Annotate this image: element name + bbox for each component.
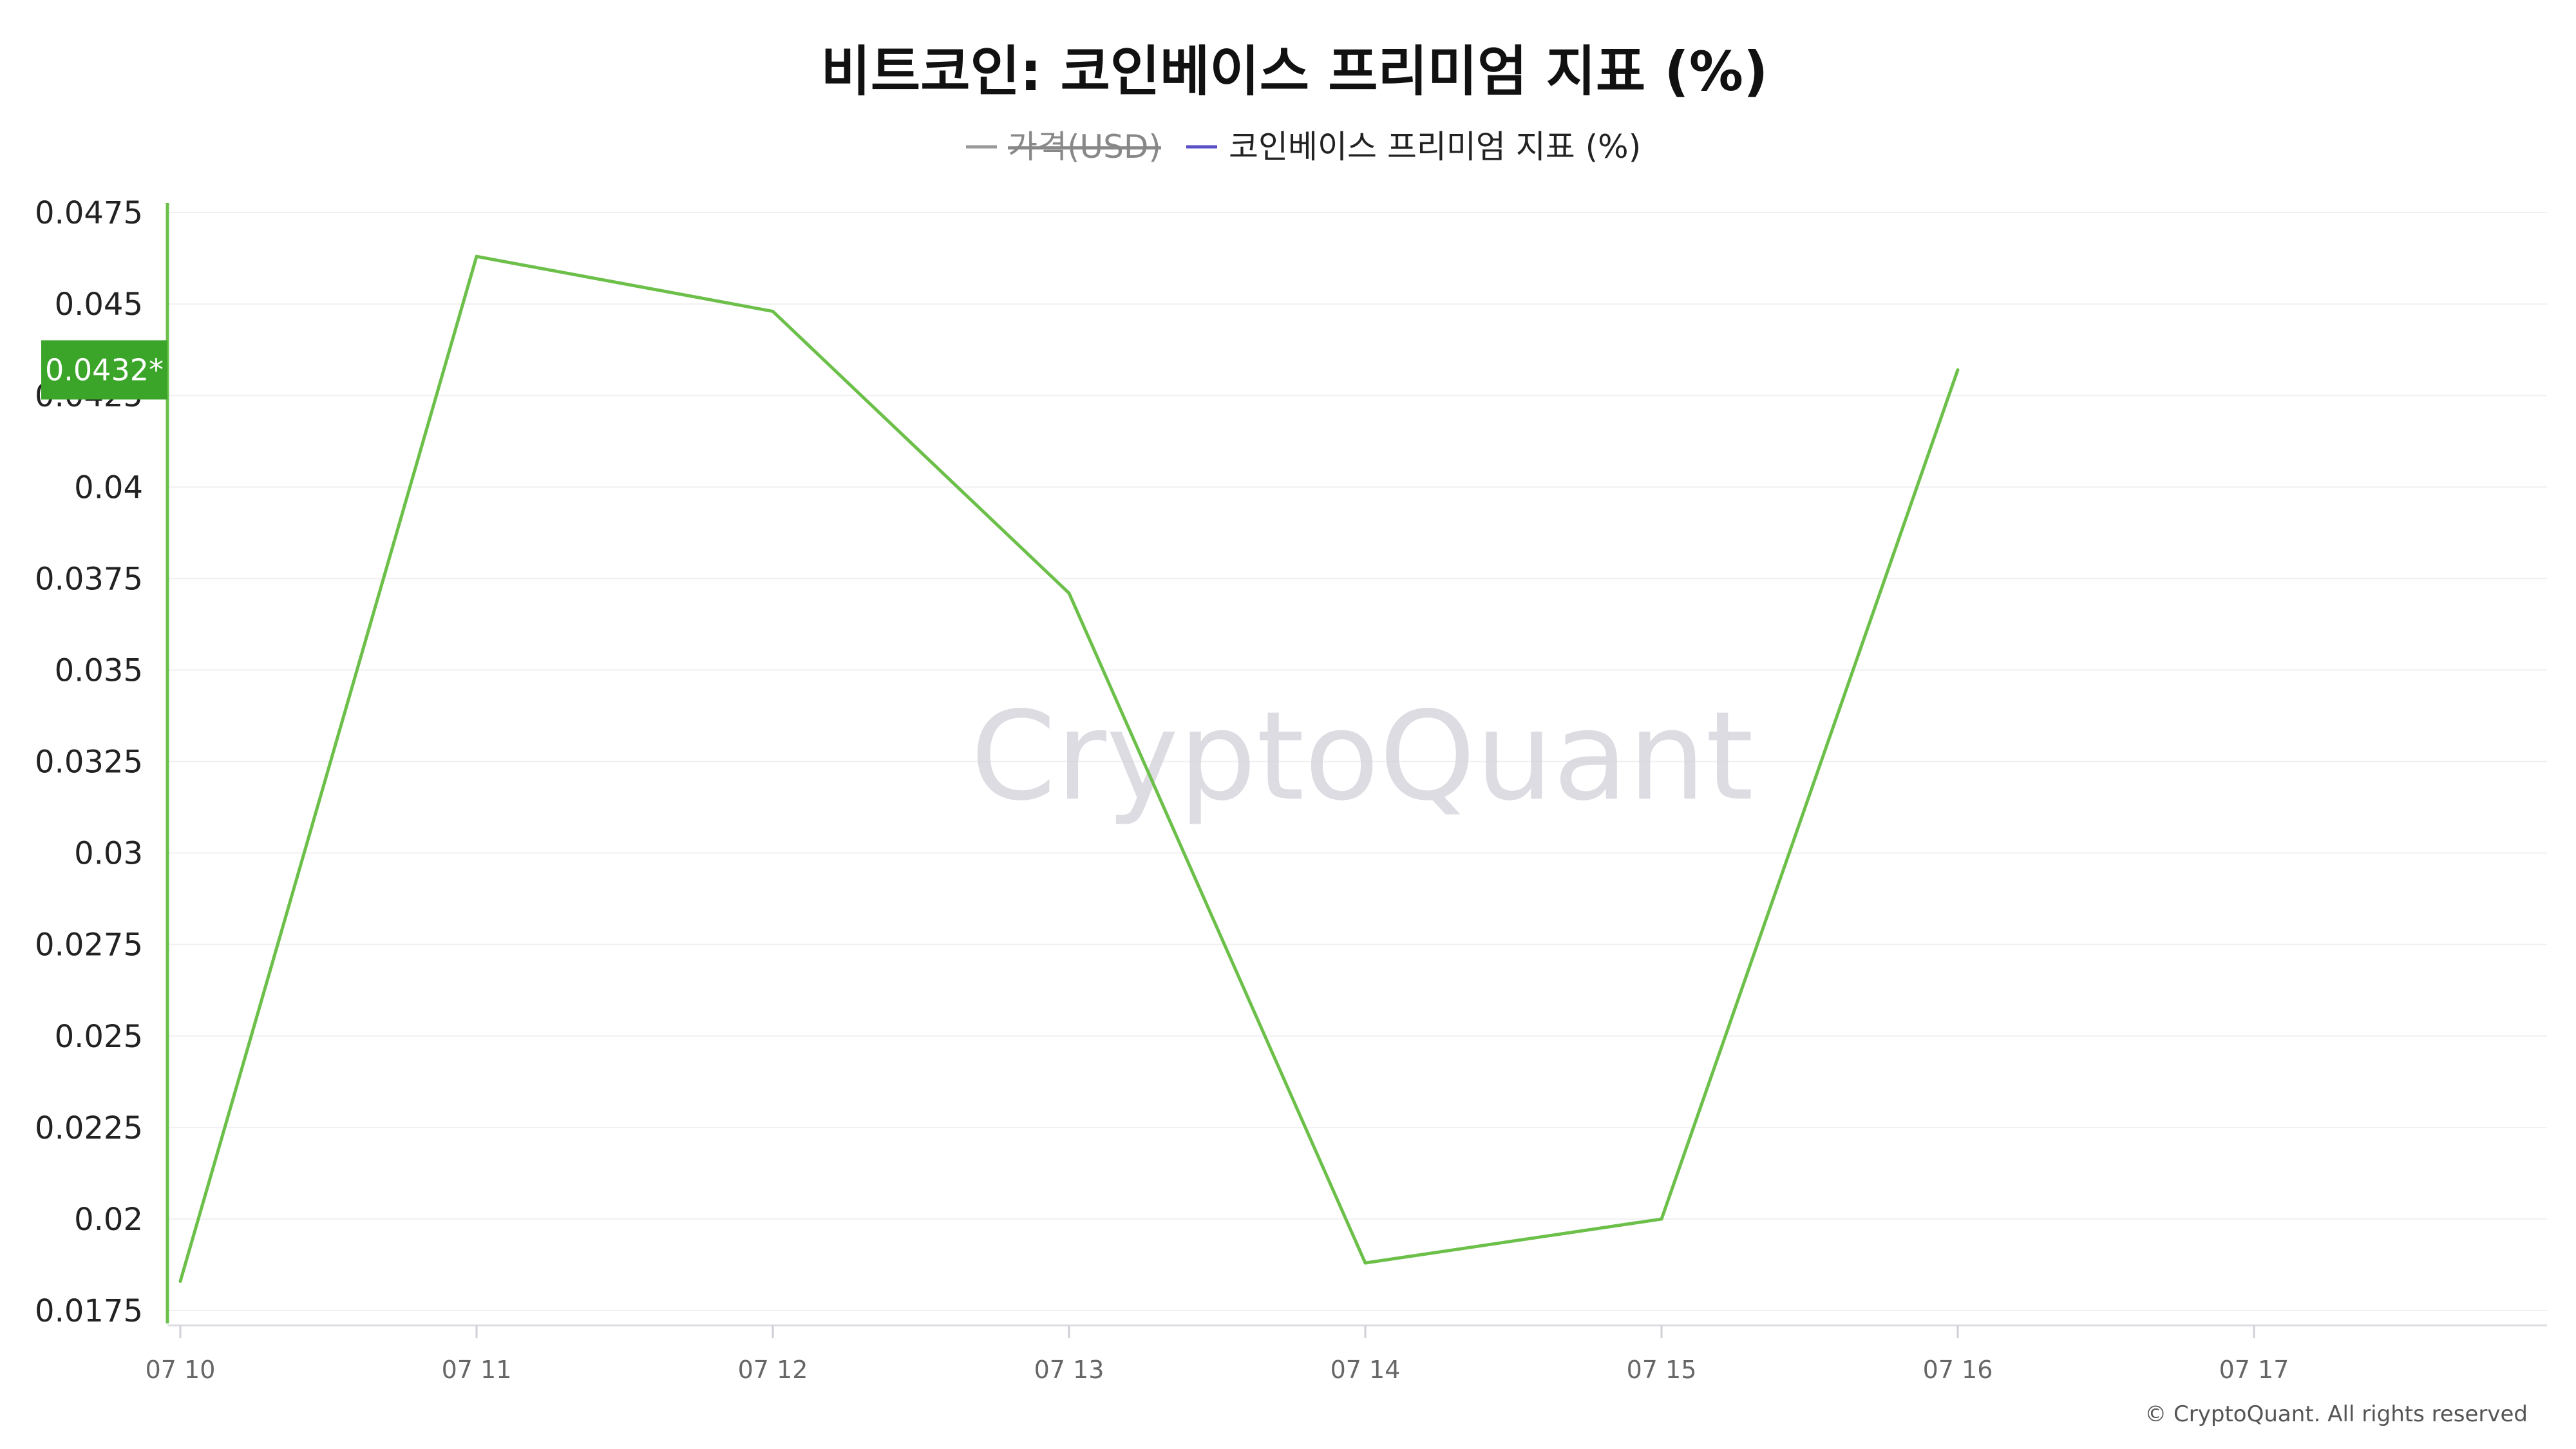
x-tick-label: 07 14 xyxy=(1331,1356,1401,1384)
current-value-badge: 0.0432* xyxy=(41,340,167,400)
y-tick-label: 0.025 xyxy=(55,1019,143,1055)
x-tick-label: 07 15 xyxy=(1627,1356,1697,1384)
chart-title: 비트코인: 코인베이스 프리미엄 지표 (%) xyxy=(821,40,1768,103)
x-tick-label: 07 11 xyxy=(442,1356,512,1384)
x-tick-label: 07 16 xyxy=(1923,1356,1993,1384)
y-tick-label: 0.0175 xyxy=(35,1293,143,1329)
x-tick-label: 07 12 xyxy=(738,1356,808,1384)
y-tick-label: 0.045 xyxy=(55,287,143,323)
y-axis: 0.0175 0.02 0.0225 0.025 0.0275 0.03 0.0325 0.0… xyxy=(35,195,169,1329)
x-tick-label: 07 13 xyxy=(1034,1356,1104,1384)
y-tick-label: 0.0225 xyxy=(35,1110,143,1146)
y-tick-label: 0.0475 xyxy=(35,195,143,231)
current-value-badge-background xyxy=(41,340,167,400)
legend-item-2[interactable]: 코인베이스 프리미엄 지표 (%) xyxy=(1229,128,1641,166)
y-tick-label: 0.035 xyxy=(55,652,143,688)
x-tick-label: 07 17 xyxy=(2219,1356,2289,1384)
y-tick-label: 0.02 xyxy=(74,1202,143,1238)
legend: 가격(USD) 코인베이스 프리미엄 지표 (%) xyxy=(966,128,1641,166)
y-tick-label: 0.0375 xyxy=(35,561,143,597)
x-axis: 07 10 07 11 07 12 07 13 07 14 07 15 07 16 07 17 xyxy=(146,1324,2547,1384)
y-tick-label: 0.03 xyxy=(74,836,143,872)
x-tick-label: 07 10 xyxy=(146,1356,216,1384)
series-group xyxy=(178,254,1960,1283)
copyright: © CryptoQuant. All rights reserved xyxy=(2145,1401,2528,1427)
y-tick-label: 0.0275 xyxy=(35,927,143,963)
current-value-label: 0.0432* xyxy=(45,352,164,387)
y-tick-label: 0.0325 xyxy=(35,744,143,781)
watermark: CryptoQuant xyxy=(971,685,1754,828)
grid xyxy=(167,212,2547,1311)
series-line-1[interactable] xyxy=(178,254,1960,1283)
y-tick-label: 0.04 xyxy=(74,469,143,506)
